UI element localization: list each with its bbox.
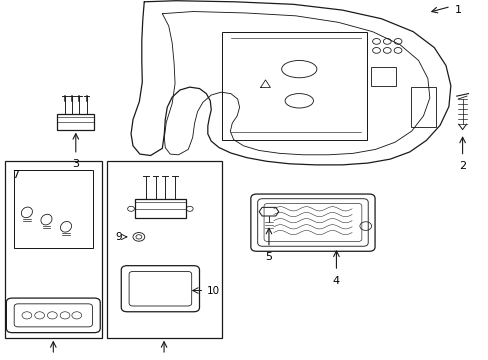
Text: 4: 4	[332, 276, 339, 286]
Text: 3: 3	[72, 159, 79, 170]
Bar	[57, 114, 94, 130]
Text: 10: 10	[206, 285, 220, 296]
Text: 1: 1	[454, 5, 461, 15]
Bar	[222, 32, 366, 140]
Bar	[14, 170, 93, 248]
Bar	[135, 199, 185, 218]
Bar	[5, 161, 102, 338]
Text: 2: 2	[458, 161, 465, 171]
Text: 7: 7	[12, 170, 20, 180]
Bar	[106, 161, 221, 338]
Bar	[370, 67, 395, 86]
Bar	[410, 87, 435, 127]
Text: 5: 5	[265, 252, 272, 262]
Text: 9: 9	[115, 232, 122, 242]
